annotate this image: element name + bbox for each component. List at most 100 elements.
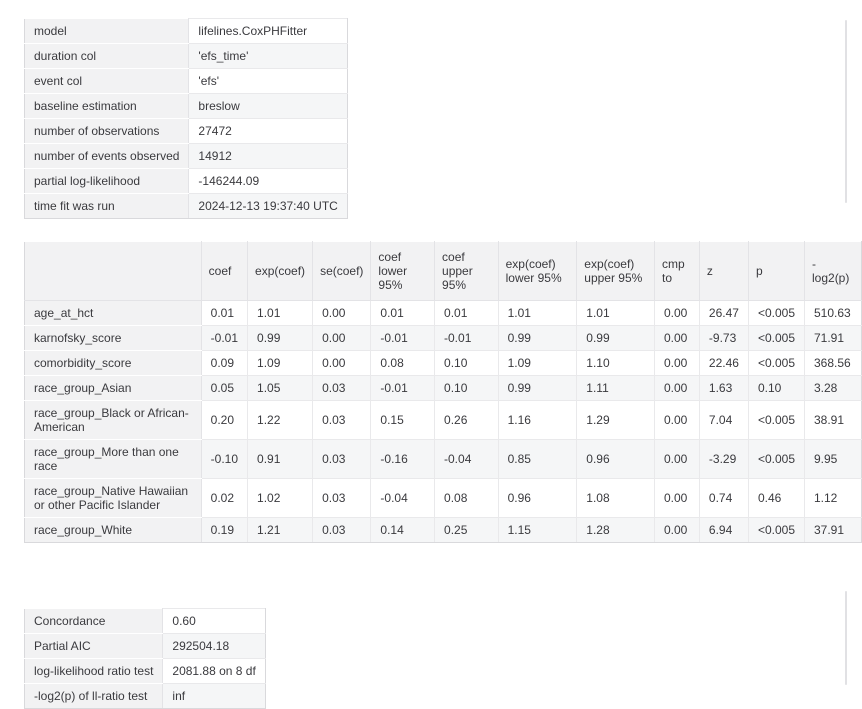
cell-value: 0.00 — [312, 325, 372, 351]
column-header: coef lower 95% — [370, 241, 436, 301]
row-label: karnofsky_score — [24, 325, 202, 351]
cell-value: 0.03 — [312, 400, 372, 440]
cell-value: 1.01 — [576, 300, 655, 326]
row-label: model — [23, 18, 190, 44]
cell-value: 1.63 — [698, 375, 749, 401]
cell-value: 0.99 — [497, 375, 578, 401]
table-row: race_group_Asian 0.05 1.05 0.03 -0.01 0.10 0.9… — [24, 375, 862, 401]
cell-value: 0.00 — [653, 400, 700, 440]
row-value: 27472 — [188, 118, 348, 144]
cell-value: 1.21 — [247, 517, 314, 543]
row-value: 14912 — [188, 143, 348, 169]
cell-value: 1.15 — [497, 517, 578, 543]
row-label: baseline estimation — [23, 93, 190, 119]
table-row: log-likelihood ratio test 2081.88 on 8 df — [23, 658, 266, 684]
table-row: race_group_Native Hawaiian or other Paci… — [24, 478, 862, 518]
cell-value: 0.00 — [653, 325, 700, 351]
cell-value: -0.04 — [370, 478, 436, 518]
table-row: race_group_White 0.19 1.21 0.03 0.14 0.25 1.15… — [24, 517, 862, 543]
cell-value: <0.005 — [747, 517, 806, 543]
cell-value: 0.01 — [370, 300, 436, 326]
cell-value: 0.15 — [370, 400, 436, 440]
cell-value: 0.10 — [747, 375, 806, 401]
cell-value: 0.00 — [653, 478, 700, 518]
cell-value: 6.94 — [698, 517, 749, 543]
output-scrollbar[interactable] — [845, 591, 847, 685]
cell-value: 0.08 — [434, 478, 499, 518]
cell-value: 0.96 — [576, 439, 655, 479]
table-row: Partial AIC 292504.18 — [23, 633, 266, 659]
output-scrollbar[interactable] — [845, 20, 847, 203]
model-summary-table: model lifelines.CoxPHFitter duration col'e… — [23, 18, 348, 219]
cell-value: 0.10 — [434, 350, 499, 376]
cell-value: 1.29 — [576, 400, 655, 440]
cell-value: 0.00 — [653, 375, 700, 401]
cell-value: <0.005 — [747, 400, 806, 440]
cell-value: 0.19 — [200, 517, 249, 543]
row-value: 'efs' — [188, 68, 348, 94]
cell-value: 0.00 — [312, 350, 372, 376]
row-value: 'efs_time' — [188, 43, 348, 69]
cell-value: 1.01 — [247, 300, 314, 326]
cell-value: 0.91 — [247, 439, 314, 479]
cell-value: 0.99 — [247, 325, 314, 351]
table-row: event col'efs' — [23, 68, 348, 94]
row-label: race_group_More than one race — [24, 439, 202, 479]
cell-value: 0.00 — [653, 517, 700, 543]
cell-value: 0.05 — [200, 375, 249, 401]
cell-value: 0.03 — [312, 439, 372, 479]
row-label: Concordance — [23, 608, 164, 634]
row-label: partial log-likelihood — [23, 168, 190, 194]
corner-cell — [24, 241, 202, 301]
table-row: number of observations 27472 — [23, 118, 348, 144]
table-row: karnofsky_score -0.01 0.99 0.00 -0.01 -0.01 0.… — [24, 325, 862, 351]
cell-value: -0.16 — [370, 439, 436, 479]
cell-value: 0.20 — [200, 400, 249, 440]
table-row: duration col'efs_time' — [23, 43, 348, 69]
cell-value: 1.09 — [497, 350, 578, 376]
row-label: race_group_Black or African-American — [24, 400, 202, 440]
fit-statistics-table: Concordance 0.60 Partial AIC 292504.18 log-l… — [23, 608, 266, 709]
cell-value: 71.91 — [804, 325, 862, 351]
cell-value: 1.12 — [804, 478, 862, 518]
cell-value: 26.47 — [698, 300, 749, 326]
row-label: -log2(p) of ll-ratio test — [23, 683, 164, 709]
header-row: coef exp(coef) se(coef) coef lower 95% coef … — [24, 241, 862, 301]
cell-value: -0.10 — [200, 439, 249, 479]
column-header: exp(coef) lower 95% — [497, 241, 578, 301]
cell-value: 0.03 — [312, 517, 372, 543]
cell-value: 0.00 — [653, 300, 700, 326]
cell-value: -9.73 — [698, 325, 749, 351]
column-header: coef — [200, 241, 249, 301]
row-label: Partial AIC — [23, 633, 164, 659]
cell-value: 0.03 — [312, 375, 372, 401]
cell-value: 0.46 — [747, 478, 806, 518]
table-row: time fit was run 2024-12-13 19:37:40 UTC — [23, 193, 348, 219]
cell-value: 38.91 — [804, 400, 862, 440]
row-label: number of observations — [23, 118, 190, 144]
row-label: race_group_Native Hawaiian or other Paci… — [24, 478, 202, 518]
table-row: model lifelines.CoxPHFitter — [23, 18, 348, 44]
cell-value: 0.01 — [434, 300, 499, 326]
cell-value: 22.46 — [698, 350, 749, 376]
column-header: exp(coef) — [247, 241, 314, 301]
column-header: coef upper 95% — [434, 241, 499, 301]
cell-value: 0.01 — [200, 300, 249, 326]
column-header: se(coef) — [312, 241, 372, 301]
cell-value: 0.00 — [653, 350, 700, 376]
cell-value: 368.56 — [804, 350, 862, 376]
cell-value: 3.28 — [804, 375, 862, 401]
row-value: -146244.09 — [188, 168, 348, 194]
cell-value: -0.01 — [434, 325, 499, 351]
cell-value: 1.11 — [576, 375, 655, 401]
row-value: breslow — [188, 93, 348, 119]
row-label: time fit was run — [23, 193, 190, 219]
row-value: lifelines.CoxPHFitter — [188, 18, 348, 44]
cell-value: 1.10 — [576, 350, 655, 376]
row-value: 0.60 — [162, 608, 266, 634]
cell-value: 0.25 — [434, 517, 499, 543]
cell-value: 7.04 — [698, 400, 749, 440]
cell-value: -0.01 — [370, 325, 436, 351]
column-header: - log2(p) — [804, 241, 862, 301]
